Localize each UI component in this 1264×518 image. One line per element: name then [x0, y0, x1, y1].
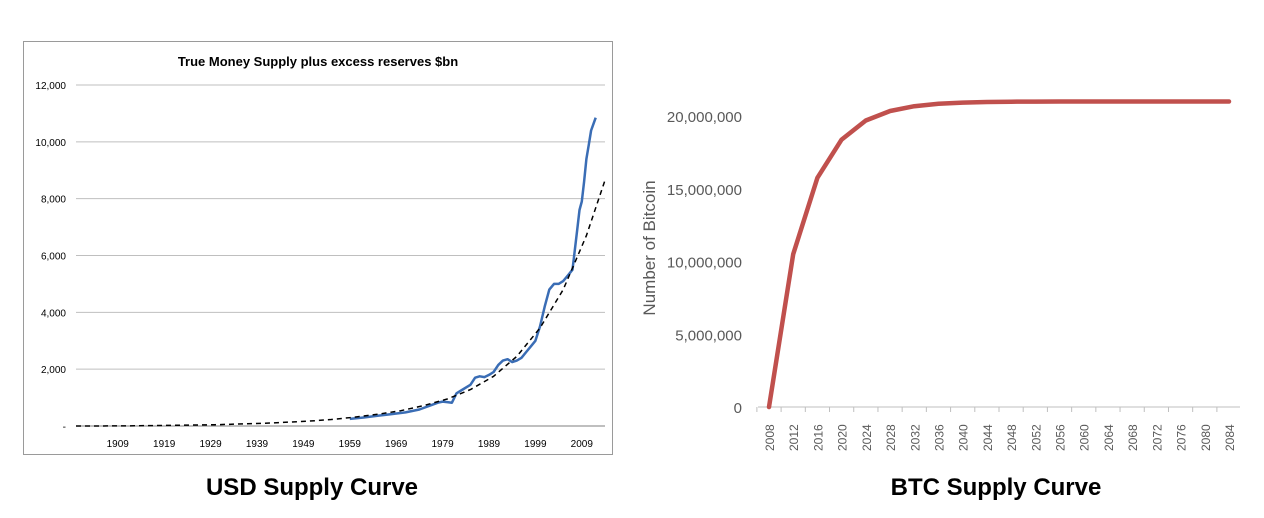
- usd-x-tick-label: 2009: [571, 439, 594, 450]
- btc-y-tick-label: 15,000,000: [667, 182, 742, 199]
- btc-y-tick-label: 5,000,000: [675, 327, 742, 344]
- btc-x-tick-label: 2048: [1005, 424, 1019, 451]
- btc-x-tick-label: 2052: [1029, 424, 1043, 451]
- btc-x-tick-label: 2044: [981, 424, 995, 451]
- btc-x-tick-label: 2064: [1102, 424, 1116, 451]
- usd-x-tick-label: 1969: [385, 439, 408, 450]
- usd-y-tick-label: 4,000: [41, 308, 66, 319]
- btc-x-tick-label: 2012: [787, 424, 801, 451]
- btc-x-tick-label: 2036: [932, 424, 946, 451]
- usd-x-tick-label: 1989: [478, 439, 501, 450]
- usd-trend-line: [75, 179, 606, 427]
- usd-chart-title: True Money Supply plus excess reserves $…: [178, 54, 458, 69]
- btc-x-tick-label: 2032: [908, 424, 922, 451]
- btc-x-tick-label: 2016: [811, 424, 825, 451]
- btc-x-tick-label: 2060: [1078, 424, 1092, 451]
- btc-supply-chart: Number of Bitcoin 0 5,000,000 10,000,000 15…: [640, 99, 1240, 451]
- usd-y-tick-label: 12,000: [35, 81, 66, 92]
- usd-x-tick-label: 1959: [339, 439, 362, 450]
- usd-x-tick-label: 1979: [431, 439, 454, 450]
- usd-y-tick-label: 6,000: [41, 252, 66, 263]
- usd-y-tick-label: 2,000: [41, 365, 66, 376]
- btc-x-tick-label: 2068: [1126, 424, 1140, 451]
- btc-x-tick-label: 2056: [1054, 424, 1068, 451]
- btc-y-tick-label: 0: [734, 400, 742, 417]
- usd-x-tick-label: 1909: [107, 439, 130, 450]
- usd-x-tick-label: 1999: [524, 439, 547, 450]
- usd-x-tick-label: 1919: [153, 439, 176, 450]
- usd-y-tick-label: 8,000: [41, 195, 66, 206]
- usd-money-supply-line: [349, 117, 597, 421]
- btc-supply-line: [766, 99, 1232, 410]
- usd-chart-panel: True Money Supply plus excess reserves $…: [23, 41, 613, 455]
- usd-x-tick-label: 1929: [199, 439, 222, 450]
- btc-y-tick-label: 20,000,000: [667, 109, 742, 126]
- btc-x-tick-label: 2072: [1150, 424, 1164, 451]
- btc-y-axis-label: Number of Bitcoin: [640, 180, 659, 315]
- btc-x-tick-label: 2040: [957, 424, 971, 451]
- btc-x-tick-label: 2028: [884, 424, 898, 451]
- btc-x-tick-label: 2020: [836, 424, 850, 451]
- usd-supply-chart: True Money Supply plus excess reserves $…: [35, 54, 606, 450]
- btc-x-tick-label: 2080: [1199, 424, 1213, 451]
- btc-x-tick-label: 2008: [763, 424, 777, 451]
- usd-y-tick-label: 10,000: [35, 138, 66, 149]
- btc-x-tick-label: 2084: [1223, 424, 1237, 451]
- usd-x-tick-label: 1949: [292, 439, 315, 450]
- usd-x-tick-label: 1939: [246, 439, 269, 450]
- usd-y-tick-label: -: [63, 422, 66, 433]
- usd-caption: USD Supply Curve: [205, 474, 419, 501]
- btc-caption: BTC Supply Curve: [890, 474, 1102, 501]
- btc-y-tick-label: 10,000,000: [667, 255, 742, 272]
- btc-x-tick-label: 2076: [1175, 424, 1189, 451]
- btc-x-tick-label: 2024: [860, 424, 874, 451]
